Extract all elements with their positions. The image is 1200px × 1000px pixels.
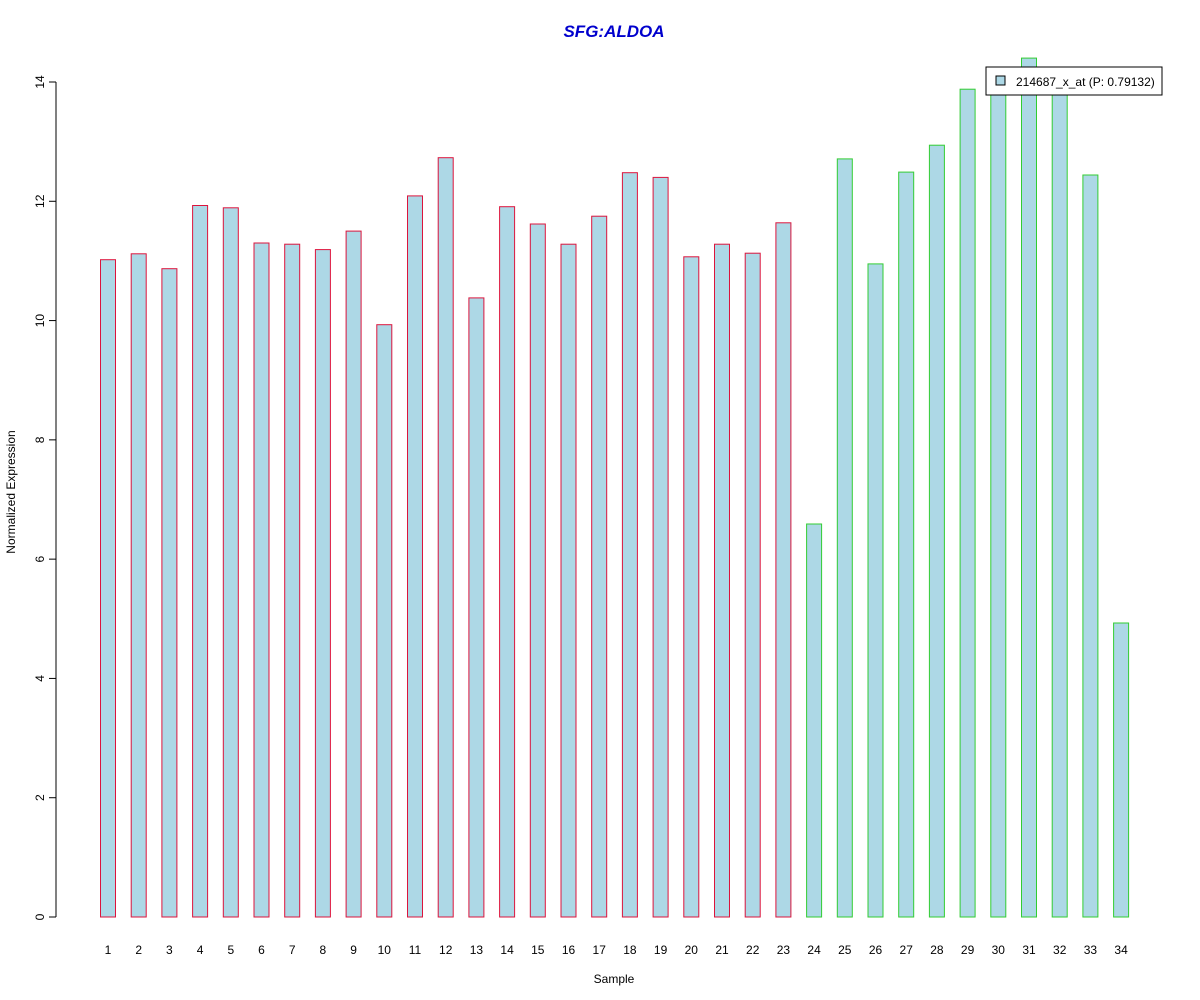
bar-sample-11 [407,195,423,918]
bar-sample-1 [100,259,116,918]
bar-sample-34 [1113,622,1130,918]
x-tick-label: 7 [289,943,296,957]
bar-sample-2 [130,253,147,918]
x-tick-label: 26 [869,943,883,957]
bar-sample-23 [775,222,792,918]
bar-sample-21 [714,243,730,918]
bar-sample-6 [253,242,270,918]
y-tick-label: 4 [33,675,47,682]
x-tick-label: 29 [961,943,975,957]
x-tick-label: 32 [1053,943,1067,957]
x-tick-label: 11 [409,943,422,957]
bar-sample-4 [192,205,209,918]
bar-sample-13 [468,297,485,918]
x-tick-labels: 1 2 3 4 5 6 7 8 9 10 11 12 13 14 15 16 17 18 19 20 21 22 23 24 2… [105,943,1128,957]
y-tick-label: 12 [33,194,47,208]
bar-sample-32 [1051,81,1068,918]
legend: 214687_x_at (P: 0.79132) [985,66,1163,96]
bar-sample-14 [499,206,516,918]
x-tick-label: 31 [1022,943,1036,957]
y-tick-label: 6 [33,555,47,562]
x-tick-label: 14 [500,943,514,957]
bar-sample-10 [376,324,393,918]
y-tick-label: 2 [33,794,47,801]
x-tick-label: 22 [746,943,760,957]
bar-sample-16 [560,243,577,918]
x-tick-label: 21 [715,943,729,957]
x-tick-label: 9 [350,943,357,957]
bar-sample-30 [990,81,1007,918]
legend-label: 214687_x_at (P: 0.79132) [1016,75,1155,89]
bars-group [100,57,1130,918]
x-tick-label: 2 [135,943,142,957]
x-tick-label: 8 [320,943,327,957]
legend-swatch [995,75,1006,86]
bar-sample-19 [652,176,669,918]
bar-sample-22 [744,252,761,918]
x-tick-label: 34 [1114,943,1128,957]
x-tick-label: 6 [258,943,265,957]
bar-sample-15 [529,223,546,918]
bar-sample-17 [591,215,608,918]
legend-box [985,66,1163,96]
y-axis-label: Normalized Expression [4,430,18,553]
bar-sample-3 [161,268,178,918]
x-tick-label: 3 [166,943,173,957]
x-tick-label: 5 [227,943,234,957]
x-tick-label: 18 [623,943,637,957]
bar-sample-8 [314,249,331,918]
bar-sample-24 [806,523,823,918]
x-tick-label: 1 [105,943,112,957]
bar-sample-20 [683,256,700,918]
bar-sample-5 [222,207,239,918]
x-tick-label: 33 [1084,943,1098,957]
y-tick-label: 8 [33,436,47,443]
x-tick-label: 13 [470,943,484,957]
chart-title: SFG:ALDOA [563,22,664,41]
bar-sample-25 [836,158,853,918]
x-tick-label: 12 [439,943,453,957]
y-tick-label: 0 [33,913,47,920]
bar-sample-9 [345,230,362,918]
x-tick-label: 23 [777,943,791,957]
bar-sample-18 [621,172,638,918]
bar-sample-33 [1082,174,1099,918]
x-tick-label: 28 [930,943,944,957]
x-tick-label: 4 [197,943,204,957]
x-tick-label: 19 [654,943,668,957]
x-tick-label: 24 [807,943,821,957]
y-tick-label: 10 [33,314,47,328]
x-tick-label: 30 [992,943,1006,957]
bar-sample-26 [867,263,884,918]
x-tick-label: 15 [531,943,545,957]
bar-sample-31 [1021,57,1037,918]
bar-sample-29 [959,88,976,918]
y-tick-label: 14 [33,75,47,89]
x-axis-label: Sample [594,972,635,986]
x-tick-label: 25 [838,943,852,957]
bar-sample-12 [437,157,454,918]
x-tick-label: 10 [378,943,392,957]
x-tick-label: 27 [900,943,914,957]
y-axis: 0 2 4 6 8 10 12 14 [33,75,57,920]
x-tick-label: 17 [593,943,607,957]
x-tick-label: 20 [685,943,699,957]
bar-sample-28 [928,144,945,918]
bar-sample-7 [284,243,301,918]
x-tick-label: 16 [562,943,576,957]
bar-sample-27 [898,171,915,918]
